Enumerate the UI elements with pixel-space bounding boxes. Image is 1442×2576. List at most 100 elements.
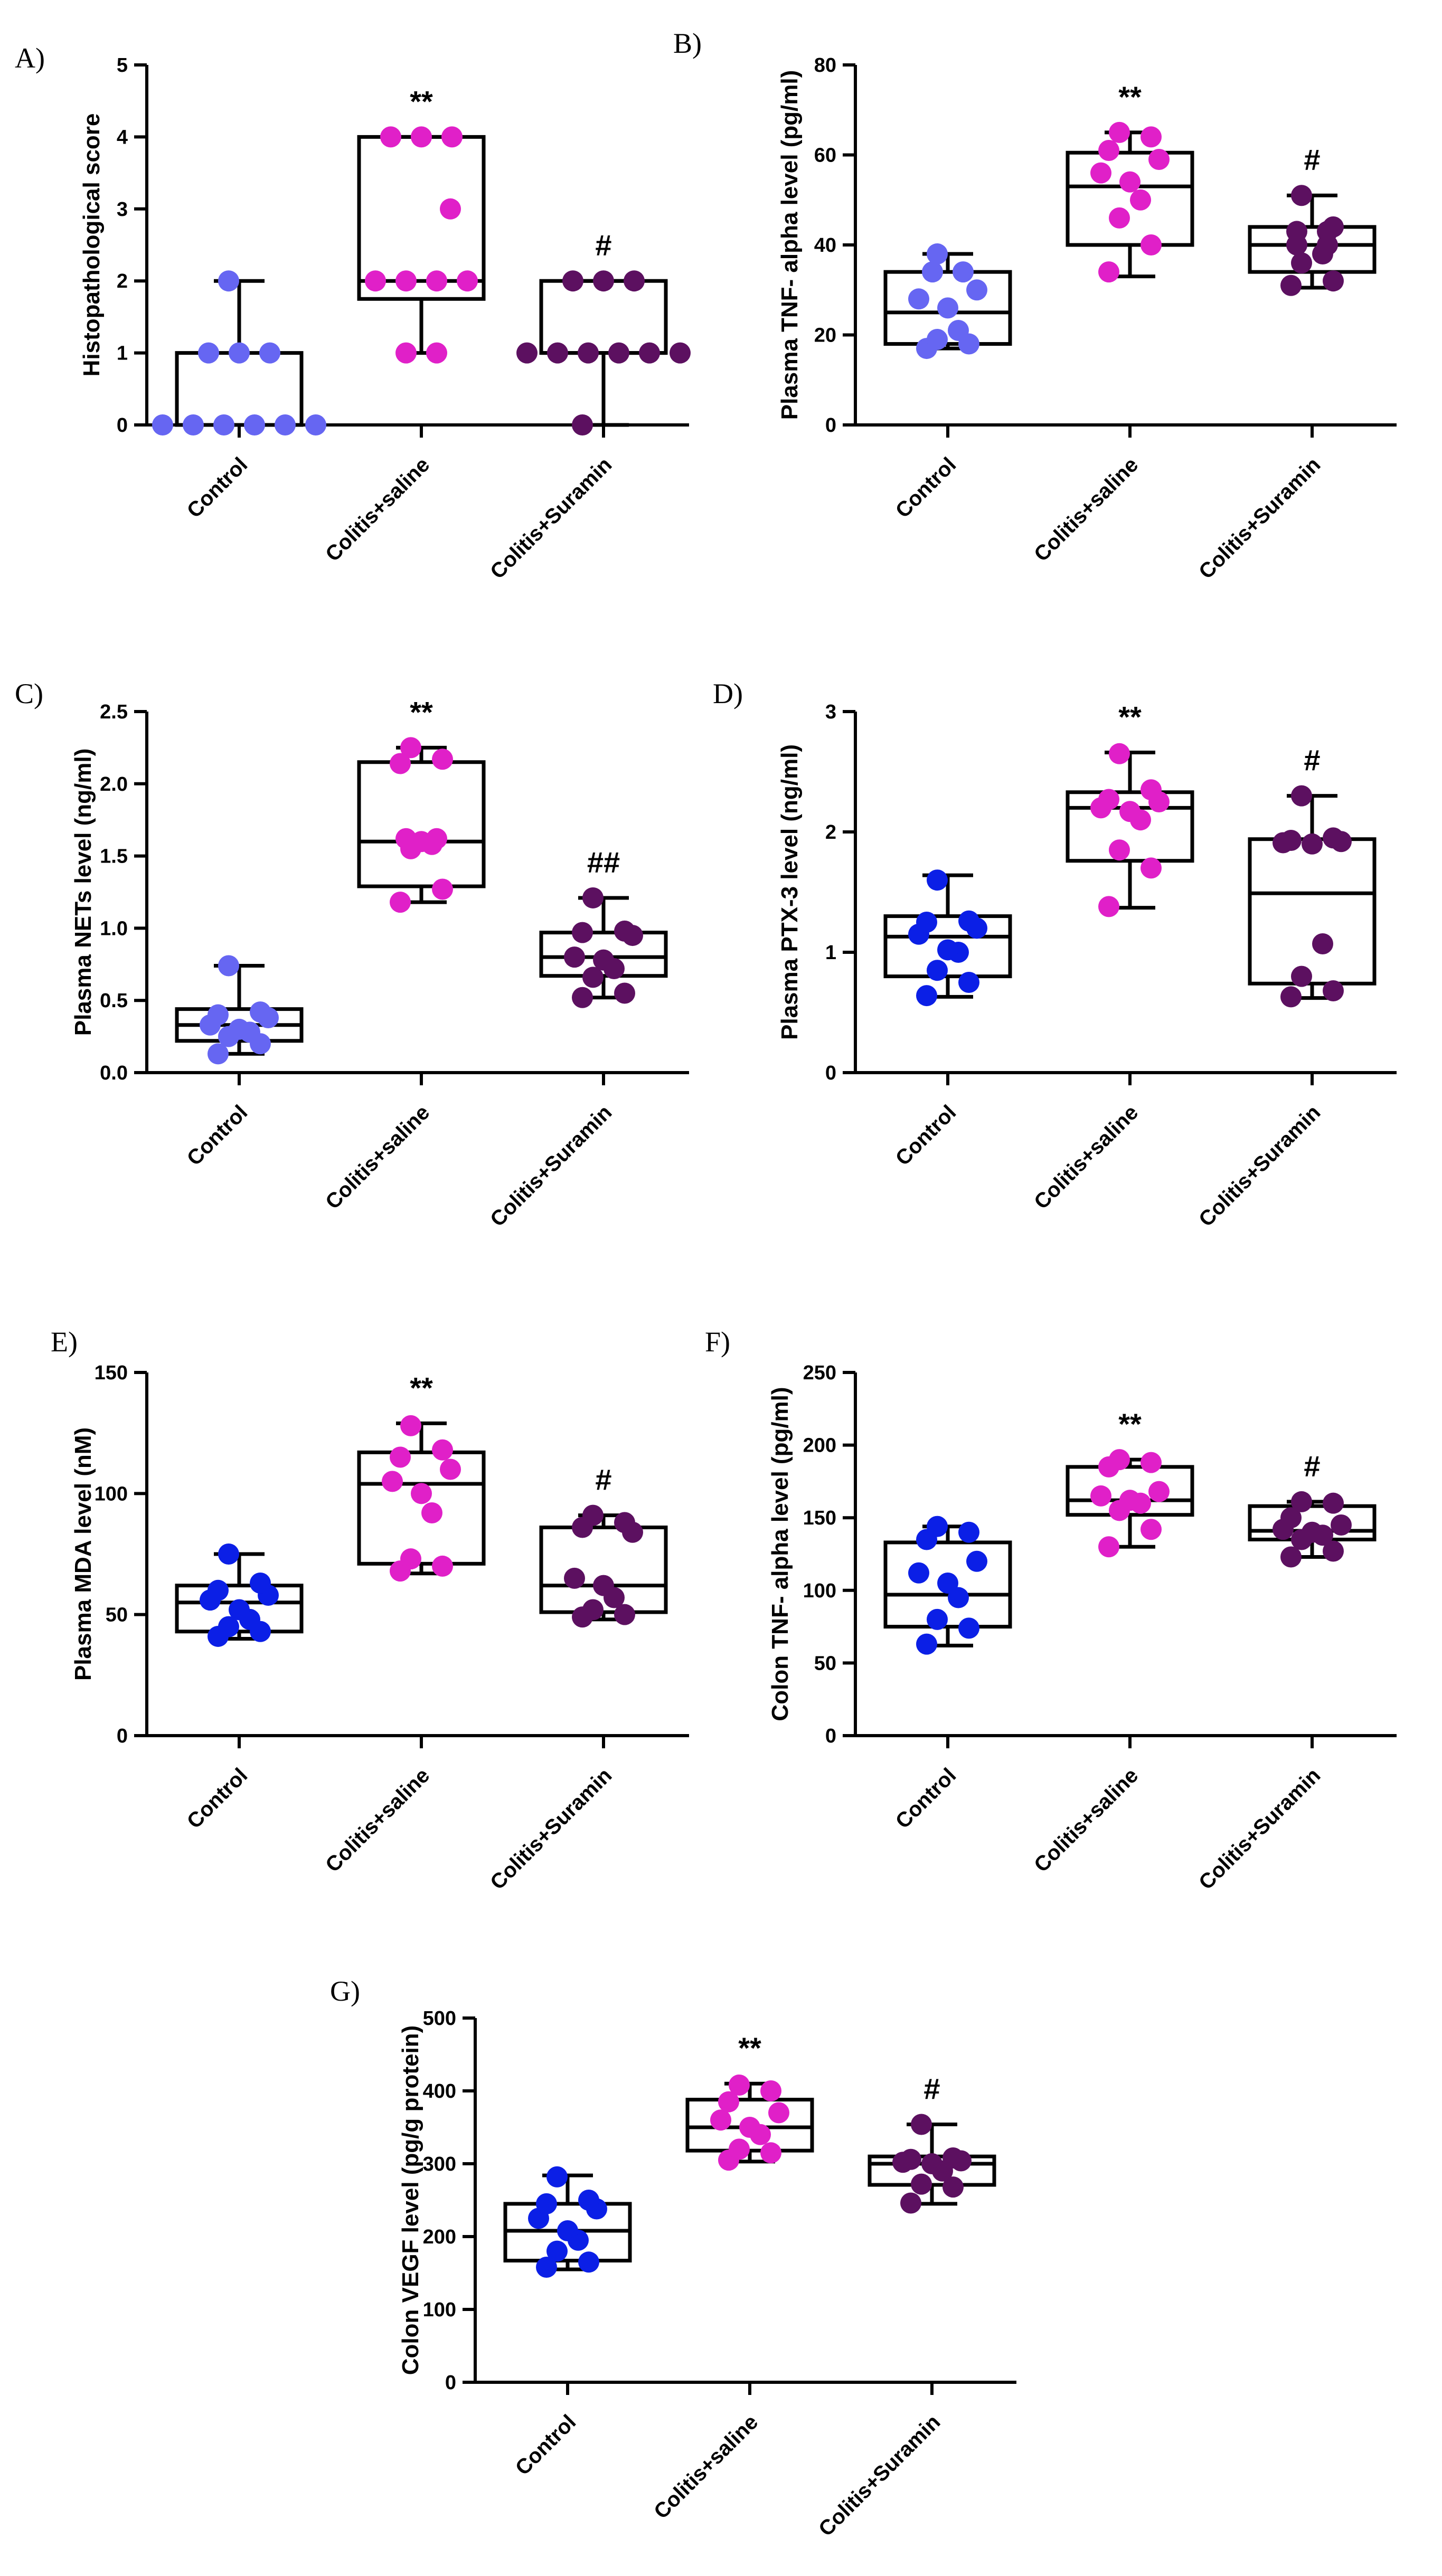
chart-panel-a: A) 0 1 2 3 4 5 Histopathological score Control **… bbox=[15, 42, 691, 583]
data-point bbox=[614, 920, 635, 942]
data-point bbox=[916, 985, 937, 1007]
data-point bbox=[927, 1516, 948, 1537]
y-tick-label: 1 bbox=[825, 942, 836, 964]
data-point bbox=[400, 1415, 421, 1436]
data-point bbox=[572, 922, 593, 943]
data-point bbox=[911, 2173, 932, 2195]
box-iqr bbox=[1066, 150, 1194, 247]
y-axis-label: Colon VEGF level (pg/g protein) bbox=[398, 2025, 423, 2375]
data-point bbox=[593, 270, 614, 292]
data-point bbox=[426, 342, 447, 364]
y-tick-label: 2.0 bbox=[100, 773, 128, 795]
y-tick-label: 4 bbox=[117, 126, 128, 148]
data-point bbox=[1098, 1536, 1119, 1558]
category-label: Colitis+Suramin bbox=[486, 453, 616, 583]
significance-marker: ** bbox=[1118, 80, 1142, 113]
data-point bbox=[1148, 1481, 1170, 1502]
y-tick-label: 80 bbox=[814, 54, 836, 77]
data-point bbox=[275, 414, 296, 435]
data-point bbox=[614, 1512, 635, 1533]
box-iqr bbox=[357, 760, 486, 888]
category-label: Colitis+Suramin bbox=[814, 2410, 945, 2541]
category-label: Control bbox=[891, 1764, 961, 1833]
y-tick-label: 2 bbox=[825, 821, 836, 844]
category-label: Control bbox=[183, 453, 252, 523]
panel-label: G) bbox=[330, 1975, 360, 2007]
chart-panel-d: D) 0 1 2 3 Plasma PTX-3 level (ng/ml) Control *… bbox=[713, 678, 1397, 1231]
y-tick-label: 2 bbox=[117, 270, 128, 292]
data-point bbox=[218, 955, 239, 977]
y-axis-label: Histopathological score bbox=[79, 113, 105, 377]
category-label: Colitis+saline bbox=[321, 1764, 434, 1877]
category-label: Control bbox=[183, 1101, 252, 1170]
data-point bbox=[943, 2147, 964, 2168]
data-point bbox=[1141, 857, 1162, 879]
box-iqr bbox=[1066, 1465, 1194, 1517]
data-point bbox=[1280, 986, 1302, 1008]
box-iqr bbox=[357, 1450, 486, 1566]
data-point bbox=[760, 2080, 781, 2101]
data-point bbox=[1291, 1491, 1312, 1512]
data-point bbox=[582, 1599, 604, 1621]
data-point bbox=[1119, 171, 1141, 193]
category-label: Control bbox=[891, 1101, 961, 1170]
data-point bbox=[943, 2176, 964, 2198]
data-point bbox=[921, 2153, 943, 2174]
box-iqr bbox=[685, 2098, 814, 2153]
box-iqr bbox=[883, 1540, 1012, 1629]
data-point bbox=[1280, 1507, 1302, 1529]
data-point bbox=[937, 939, 958, 961]
data-point bbox=[557, 2220, 578, 2241]
y-tick-label: 200 bbox=[803, 1435, 836, 1457]
data-point bbox=[718, 2091, 739, 2113]
data-point bbox=[582, 967, 604, 988]
data-point bbox=[1098, 896, 1119, 917]
y-tick-label: 0 bbox=[825, 1725, 836, 1747]
data-point bbox=[1148, 149, 1170, 171]
data-point bbox=[958, 972, 979, 993]
significance-marker: ** bbox=[410, 84, 433, 118]
y-tick-label: 0.0 bbox=[100, 1062, 128, 1084]
data-point bbox=[1090, 162, 1111, 184]
data-point bbox=[937, 297, 958, 319]
significance-marker: # bbox=[923, 2072, 940, 2105]
data-point bbox=[608, 342, 629, 364]
data-point bbox=[440, 1459, 461, 1480]
data-point bbox=[578, 2190, 599, 2211]
significance-marker: ** bbox=[1118, 1407, 1142, 1441]
data-point bbox=[1090, 1485, 1111, 1507]
panel-label: D) bbox=[713, 678, 743, 709]
data-point bbox=[183, 414, 204, 435]
data-point bbox=[1109, 743, 1130, 764]
data-point bbox=[432, 749, 453, 770]
data-point bbox=[395, 828, 417, 849]
data-point bbox=[1291, 965, 1312, 987]
data-point bbox=[208, 1043, 229, 1065]
y-tick-label: 100 bbox=[803, 1580, 836, 1602]
data-point bbox=[768, 2102, 789, 2124]
category-label: Colitis+saline bbox=[1030, 1101, 1143, 1214]
data-point bbox=[966, 279, 987, 301]
data-point bbox=[1130, 189, 1151, 211]
y-tick-label: 40 bbox=[814, 234, 836, 257]
data-point bbox=[259, 342, 280, 364]
data-point bbox=[578, 2251, 599, 2273]
data-point bbox=[958, 1521, 979, 1543]
data-point bbox=[572, 414, 593, 435]
category-label: Control bbox=[511, 2410, 581, 2480]
y-axis-label: Plasma MDA level (nM) bbox=[70, 1427, 96, 1681]
y-tick-label: 2.5 bbox=[100, 701, 128, 723]
y-tick-label: 200 bbox=[423, 2226, 456, 2248]
y-tick-label: 0 bbox=[825, 414, 836, 437]
data-point bbox=[1098, 139, 1119, 161]
category-label: Colitis+saline bbox=[1030, 1764, 1143, 1877]
significance-marker: ** bbox=[738, 2031, 761, 2064]
data-point bbox=[908, 1562, 929, 1584]
data-point bbox=[546, 2240, 568, 2262]
panel-label: A) bbox=[15, 42, 45, 74]
data-point bbox=[908, 288, 929, 310]
category-label: Control bbox=[183, 1764, 252, 1833]
data-point bbox=[729, 2138, 750, 2160]
box-iqr bbox=[539, 931, 668, 978]
data-point bbox=[1141, 1519, 1162, 1540]
